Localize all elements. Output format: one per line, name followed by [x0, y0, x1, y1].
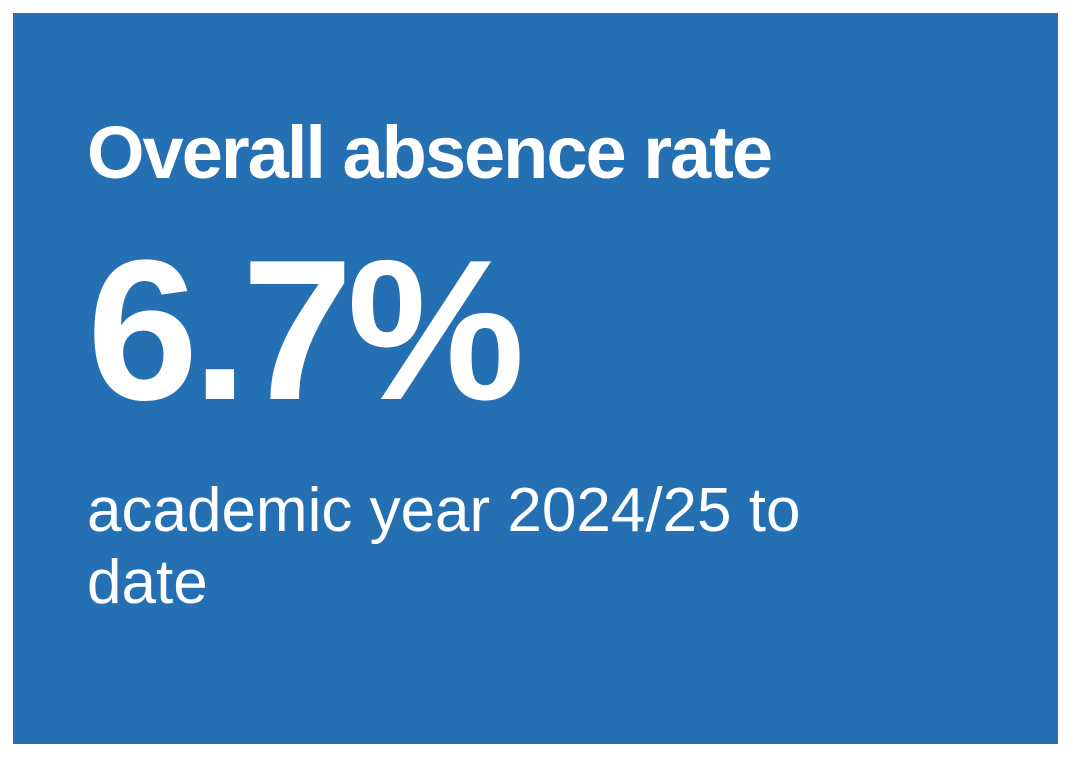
- panel-caption: academic year 2024/25 to date: [87, 476, 801, 617]
- headline-value: 6.7%: [87, 219, 525, 442]
- panel-title: Overall absence rate: [87, 111, 773, 194]
- headline-panel: Overall absence rate 6.7% academic year …: [13, 13, 1058, 744]
